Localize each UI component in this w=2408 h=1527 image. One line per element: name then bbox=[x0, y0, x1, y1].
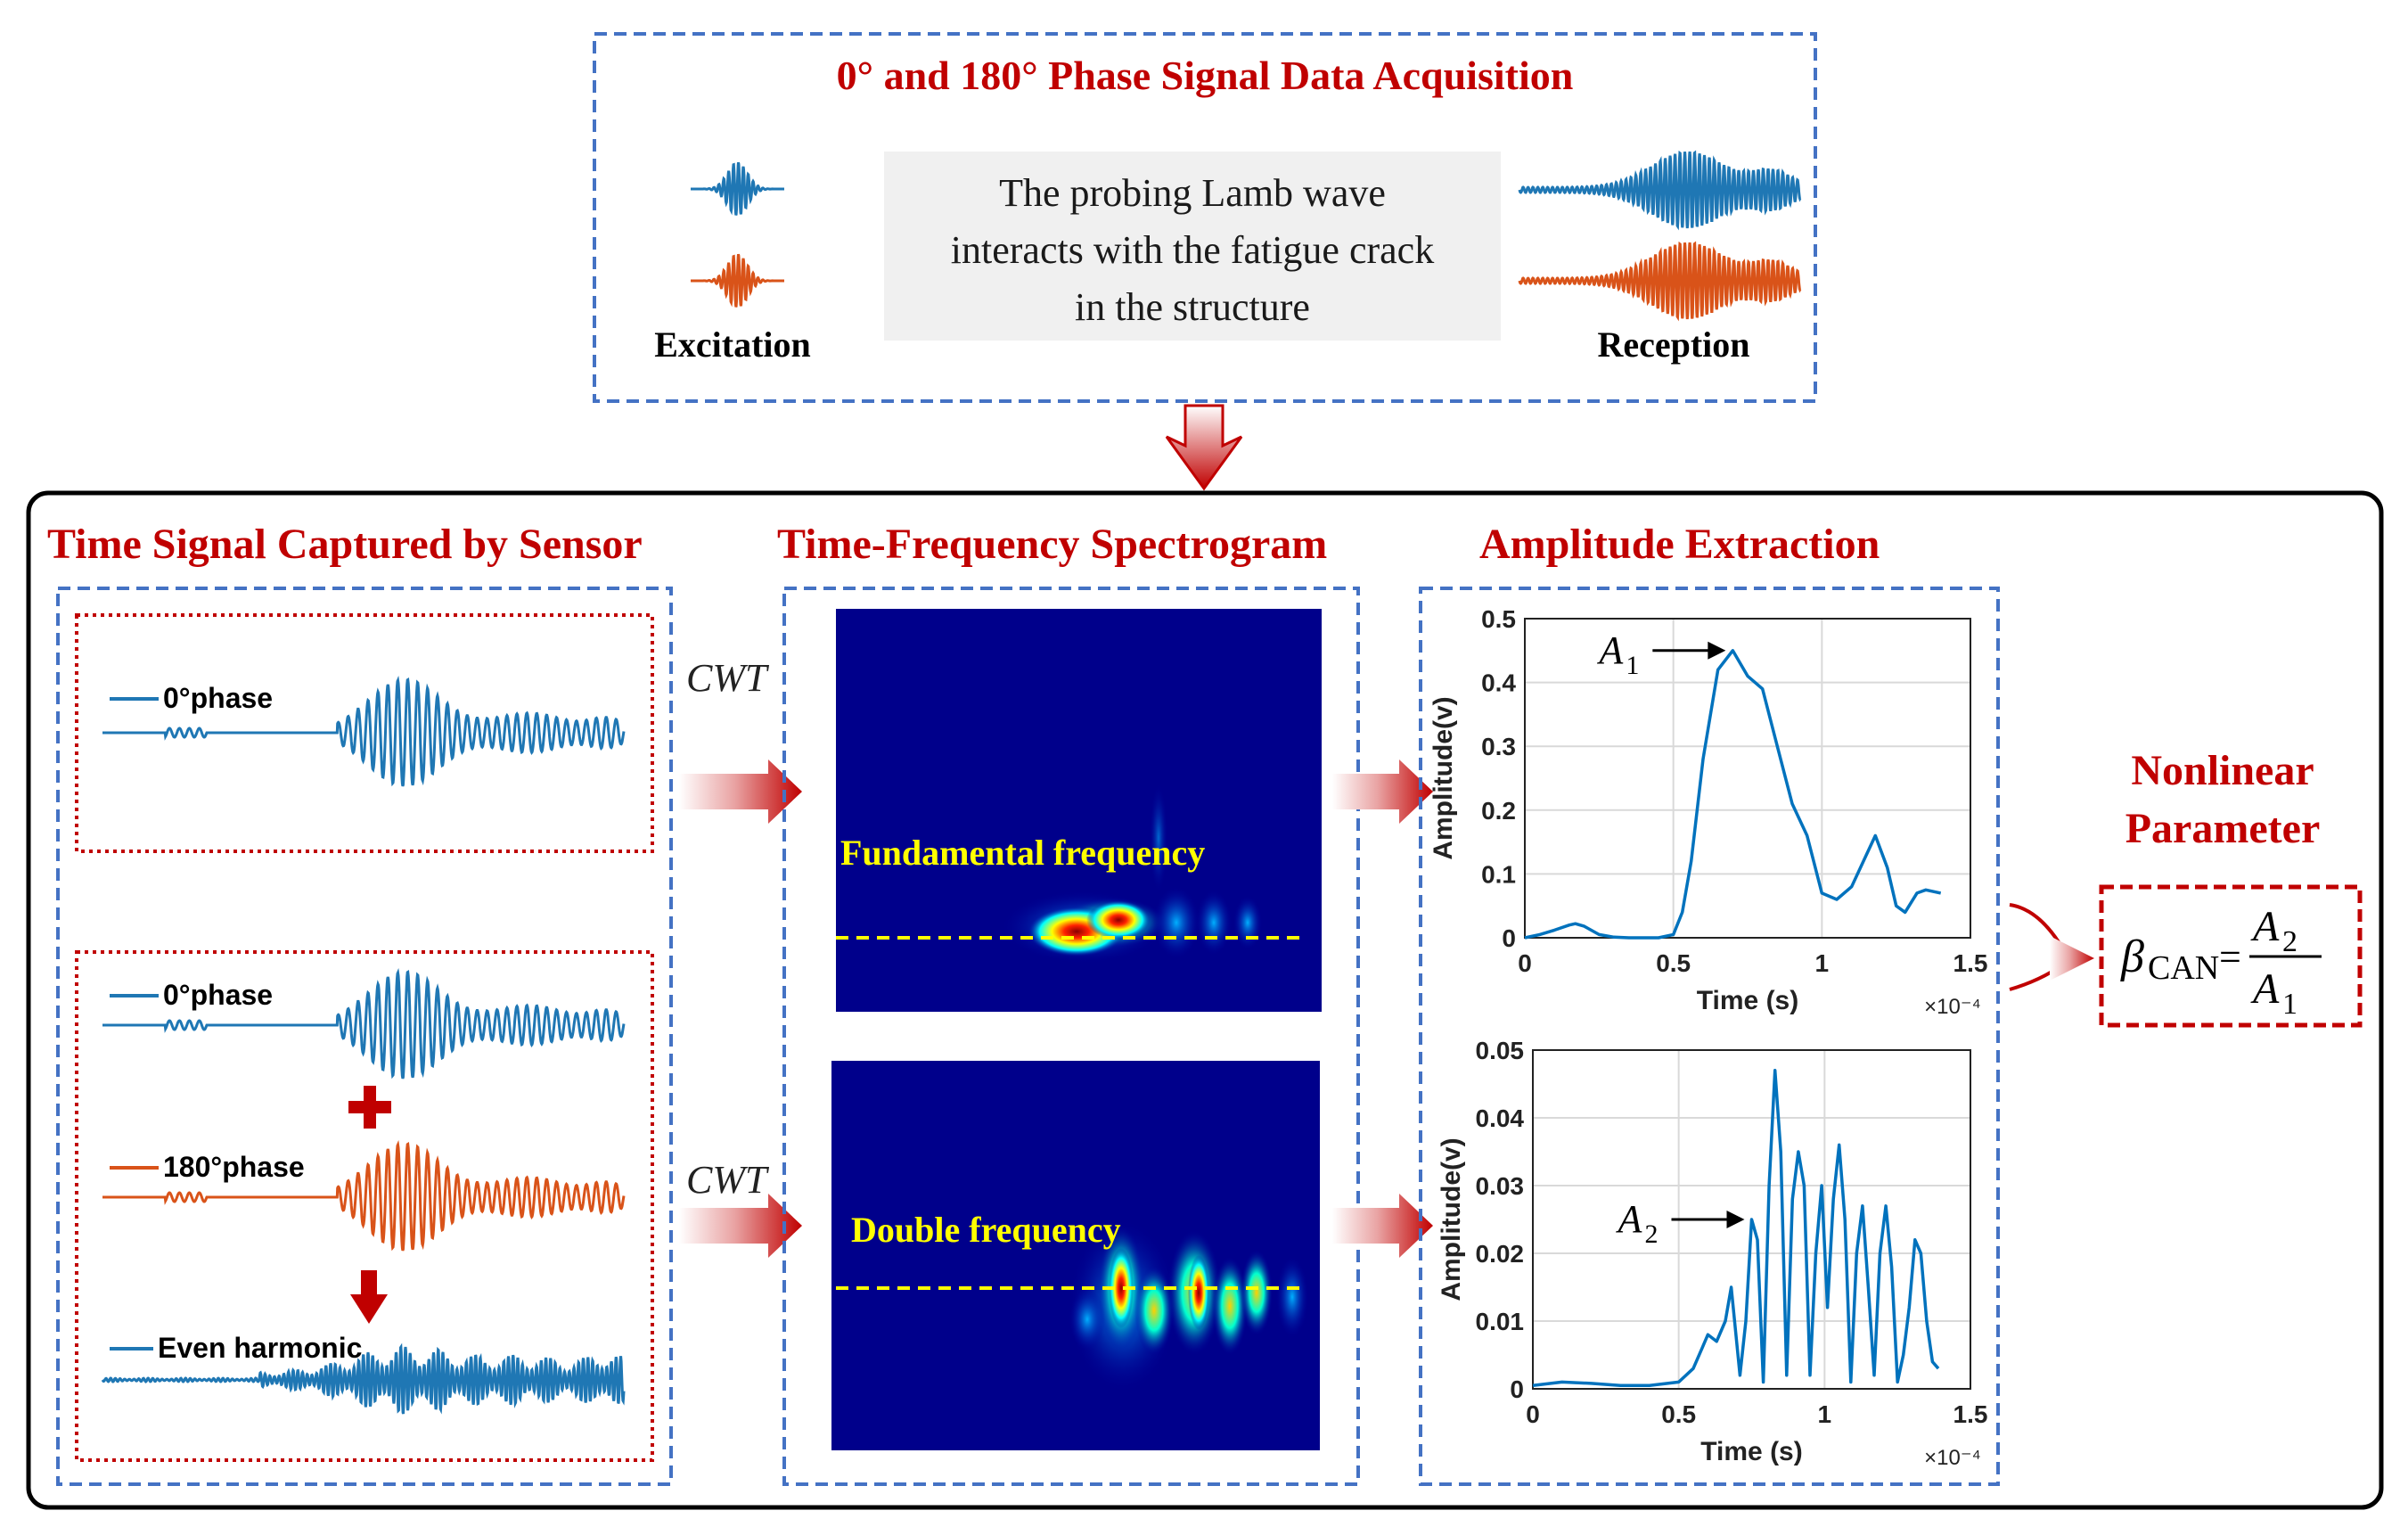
spectrogram-panel bbox=[782, 587, 1360, 1486]
annotation-subscript: 2 bbox=[1645, 1219, 1659, 1249]
excitation-wave-180 bbox=[691, 253, 784, 308]
y-tick-label: 0.01 bbox=[1476, 1308, 1525, 1335]
spectrogram-double: Double frequency bbox=[831, 1061, 1320, 1450]
plot-border bbox=[1532, 1049, 1971, 1390]
annotation-arrowhead bbox=[1726, 1211, 1745, 1228]
y-tick-label: 0.3 bbox=[1481, 733, 1516, 760]
spectrogram-fundamental: Fundamental frequency bbox=[836, 609, 1322, 1012]
amplitude-title: Amplitude Extraction bbox=[1479, 521, 1880, 568]
formula-numerator-sub: 2 bbox=[2282, 925, 2297, 958]
cwt-label-top: CWT bbox=[686, 656, 770, 700]
signal-0-phase-b bbox=[102, 967, 626, 1080]
fundamental-frequency-label: Fundamental frequency bbox=[840, 833, 1205, 873]
legend-0-phase-b: 0°phase bbox=[163, 979, 273, 1011]
plot-frame bbox=[1524, 618, 1971, 939]
y-axis-label: Amplitude(v) bbox=[1429, 696, 1458, 859]
nonlinear-title-line-1: Nonlinear bbox=[2131, 747, 2314, 794]
acquisition-panel: 0° and 180° Phase Signal Data Acquisitio… bbox=[593, 32, 1817, 403]
reception-wave-180 bbox=[1518, 241, 1802, 322]
x-axis-label: Time (s) bbox=[1697, 986, 1798, 1015]
sum-arrow-icon bbox=[350, 1270, 388, 1324]
legend-even-harmonic: Even harmonic bbox=[158, 1332, 362, 1364]
formula-numerator: A bbox=[2250, 903, 2280, 950]
reception-label: Reception bbox=[1597, 324, 1749, 365]
annotation-arrowhead bbox=[1708, 641, 1726, 660]
reception-wave-0 bbox=[1518, 150, 1802, 231]
converge-arrow-icon bbox=[2009, 903, 2094, 991]
y-tick-label: 0.02 bbox=[1476, 1240, 1525, 1268]
y-tick-label: 0 bbox=[1502, 924, 1516, 952]
description-box bbox=[884, 152, 1501, 341]
right-arrow-icon bbox=[679, 1194, 802, 1258]
nonlinear-formula: β CAN = A 2 A 1 bbox=[2120, 903, 2322, 1021]
time-signal-title: Time Signal Captured by Sensor bbox=[47, 521, 643, 568]
amplitude-plot-double: 0 0.5 1 1.5 0 0.01 0.02 0.03 0.04 0.05 Time (s) ×10… bbox=[1437, 1037, 1987, 1470]
x-axis-exponent: ×10⁻⁴ bbox=[1924, 995, 1981, 1019]
formula-equals: = bbox=[2219, 935, 2241, 979]
description-line-3: in the structure bbox=[1075, 285, 1310, 329]
acquisition-panel-border bbox=[593, 32, 1817, 403]
description-line-2: interacts with the fatigue crack bbox=[951, 228, 1434, 272]
combined-phase-box bbox=[75, 950, 654, 1462]
x-tick-label: 1.5 bbox=[1953, 1400, 1988, 1428]
double-frequency-label: Double frequency bbox=[851, 1210, 1121, 1250]
acquisition-title: 0° and 180° Phase Signal Data Acquisitio… bbox=[837, 53, 1574, 98]
x-tick-label: 1 bbox=[1815, 949, 1830, 977]
right-arrow-icon bbox=[1332, 1194, 1433, 1258]
down-arrow-icon bbox=[1165, 404, 1243, 491]
description-line-1: The probing Lamb wave bbox=[999, 171, 1386, 215]
nonlinear-title-line-2: Parameter bbox=[2125, 805, 2321, 852]
formula-denominator: A bbox=[2250, 965, 2280, 1013]
formula-denominator-sub: 1 bbox=[2282, 988, 2297, 1021]
legend-0-phase: 0°phase bbox=[163, 682, 273, 714]
right-arrow-icon bbox=[1332, 759, 1433, 824]
x-tick-label: 1 bbox=[1818, 1400, 1832, 1428]
signal-180-phase bbox=[102, 1139, 626, 1252]
y-tick-label: 0.4 bbox=[1481, 669, 1516, 697]
cwt-label-bottom: CWT bbox=[686, 1158, 770, 1202]
x-axis-exponent: ×10⁻⁴ bbox=[1924, 1446, 1981, 1470]
x-tick-label: 0.5 bbox=[1656, 949, 1691, 977]
signal-0-phase bbox=[102, 675, 626, 787]
legend-180-phase: 180°phase bbox=[163, 1151, 305, 1183]
single-phase-box bbox=[75, 613, 654, 853]
time-signal-panel bbox=[56, 587, 673, 1486]
y-tick-label: 0.2 bbox=[1481, 797, 1516, 825]
annotation-label: A bbox=[1616, 1197, 1643, 1241]
excitation-label: Excitation bbox=[654, 324, 811, 365]
right-arrow-icon bbox=[679, 759, 802, 824]
signal-even-harmonic bbox=[101, 1342, 626, 1415]
plot-series-line bbox=[1524, 649, 1942, 940]
x-tick-label: 0 bbox=[1518, 949, 1532, 977]
amplitude-panel bbox=[1419, 587, 2000, 1486]
annotation-label: A bbox=[1596, 628, 1624, 672]
x-tick-label: 0 bbox=[1526, 1400, 1540, 1428]
spectrogram-title: Time-Frequency Spectrogram bbox=[777, 521, 1327, 568]
x-tick-label: 0.5 bbox=[1661, 1400, 1696, 1428]
y-tick-label: 0.1 bbox=[1481, 860, 1516, 888]
plot-border bbox=[1524, 618, 1971, 939]
formula-box bbox=[2099, 884, 2363, 1028]
x-tick-label: 1.5 bbox=[1953, 949, 1988, 977]
y-tick-label: 0.05 bbox=[1476, 1037, 1525, 1064]
plus-icon bbox=[348, 1086, 391, 1129]
excitation-wave-0 bbox=[691, 161, 784, 216]
y-tick-label: 0 bbox=[1510, 1375, 1524, 1403]
formula-beta: β bbox=[2120, 932, 2144, 982]
y-tick-label: 0.04 bbox=[1476, 1104, 1525, 1132]
main-panel bbox=[26, 490, 2384, 1510]
y-tick-label: 0.5 bbox=[1481, 605, 1516, 633]
formula-subscript: CAN bbox=[2148, 949, 2219, 987]
y-tick-label: 0.03 bbox=[1476, 1172, 1525, 1200]
y-axis-label: Amplitude(v) bbox=[1437, 1137, 1466, 1301]
annotation-subscript: 1 bbox=[1626, 651, 1639, 680]
plot-series-line bbox=[1532, 1069, 1940, 1387]
x-axis-label: Time (s) bbox=[1700, 1437, 1802, 1466]
